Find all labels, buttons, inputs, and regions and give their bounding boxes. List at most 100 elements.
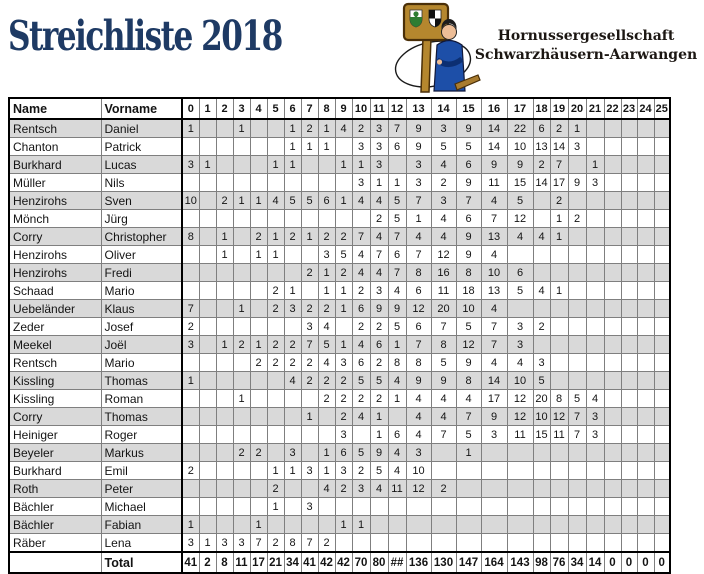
score-cell [387,533,407,553]
score-cell [266,317,285,336]
score-cell [198,479,217,498]
score-cell [567,317,587,336]
score-cell: 8 [455,371,482,390]
score-cell [480,443,508,462]
score-cell [480,533,508,553]
player-name-cell: Henzirohs [8,191,102,210]
score-cell [181,281,200,300]
player-name-cell: Chanton [8,137,102,156]
score-cell: 9 [455,173,482,192]
score-cell: 1 [181,371,200,390]
score-cell: 1 [549,227,569,246]
score-column-header-4: 4 [249,97,268,120]
score-cell [215,209,234,228]
score-cell [506,479,534,498]
score-cell [480,461,508,480]
score-cell [636,209,655,228]
total-value-cell: 80 [369,551,389,574]
score-cell: 5 [283,191,302,210]
score-cell: 2 [300,263,319,282]
player-row: Bächler Fabian 1 1 1 1 [8,515,671,534]
score-cell [620,407,638,426]
score-cell [603,425,622,444]
score-cell: 4 [317,353,336,372]
score-cell [317,515,336,534]
score-cell: 13 [480,227,508,246]
player-name-cell: Corry [8,227,102,246]
score-cell [585,443,605,462]
score-cell: 2 [300,371,319,390]
score-cell [636,443,655,462]
player-vorname-cell: Mario [100,281,183,300]
score-cell: 1 [369,173,389,192]
score-cell: 15 [532,425,551,444]
score-column-header-7: 7 [300,97,319,120]
player-row: Kissling Roman 1 2 2 2 2 1 4 4 4 17 12 20 8 5 4 [8,389,671,408]
score-cell [215,461,234,480]
score-cell: 4 [369,263,389,282]
score-cell [603,335,622,354]
score-cell [653,461,671,480]
score-cell [549,317,569,336]
score-cell [232,281,251,300]
score-cell [181,245,200,264]
player-name-cell: Henzirohs [8,245,102,264]
score-cell [181,443,200,462]
player-name-cell: Kissling [8,371,102,390]
player-vorname-cell: Oliver [100,245,183,264]
total-value-cell: 41 [181,551,200,574]
score-cell: 7 [430,317,457,336]
score-column-header-8: 8 [317,97,336,120]
score-cell: 1 [334,299,353,318]
score-cell: 1 [317,281,336,300]
score-cell [430,533,457,553]
score-cell: 7 [300,335,319,354]
score-cell: 2 [334,371,353,390]
score-cell [636,515,655,534]
score-cell [300,389,319,408]
streichliste-table: Name Vorname 0 1 2 3 4 5 6 7 8 9 10 11 12 13 14 15 16 17 18 1… [8,97,671,574]
score-cell [603,263,622,282]
player-row: Kissling Thomas 1 4 2 2 2 5 5 4 9 9 8 14 10 5 [8,371,671,390]
player-vorname-cell: Michael [100,497,183,516]
score-cell: 2 [266,479,285,498]
score-cell: 15 [506,173,534,192]
score-cell: 6 [387,137,407,156]
score-cell: 2 [567,209,587,228]
score-cell [455,533,482,553]
score-cell: 4 [532,281,551,300]
player-row: Henzirohs Oliver 1 1 1 3 5 4 7 6 7 12 9 4 [8,245,671,264]
score-cell [506,533,534,553]
score-cell: 3 [334,461,353,480]
score-cell [620,118,638,138]
score-cell: 1 [249,191,268,210]
score-cell: 2 [300,118,319,138]
score-cell [181,353,200,372]
score-cell: 1 [334,281,353,300]
score-cell [620,173,638,192]
score-cell: 4 [317,479,336,498]
score-cell [198,389,217,408]
score-cell [603,407,622,426]
player-name-cell: Henzirohs [8,263,102,282]
score-cell [636,353,655,372]
total-value-cell: 147 [455,551,482,574]
score-cell [603,479,622,498]
score-cell [266,263,285,282]
score-cell [653,191,671,210]
player-row: Beyeler Markus 2 2 3 1 6 5 9 4 3 1 [8,443,671,462]
score-cell: 1 [300,227,319,246]
player-vorname-cell: Joël [100,335,183,354]
player-vorname-cell: Klaus [100,299,183,318]
score-cell: 1 [232,191,251,210]
score-cell [603,209,622,228]
score-cell: 1 [334,191,353,210]
score-cell [351,533,371,553]
score-cell: 9 [455,353,482,372]
score-cell [215,155,234,174]
score-cell [198,461,217,480]
score-cell [334,173,353,192]
score-cell: 4 [506,227,534,246]
score-cell [283,389,302,408]
score-cell: 4 [430,389,457,408]
